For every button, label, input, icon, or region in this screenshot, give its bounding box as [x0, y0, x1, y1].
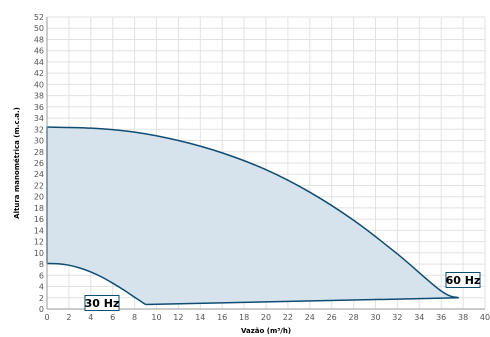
x-tick-label-6: 6 [110, 313, 115, 322]
x-tick-labels: 0 2 4 6 8 10 12 14 16 18 20 22 24 26 28 30 32 34 36 38 40 [44, 313, 490, 322]
x-tick-label-4: 4 [88, 313, 93, 322]
y-tick-label-44: 44 [34, 58, 44, 67]
y-tick-label-16: 16 [34, 215, 44, 224]
y-axis-title: Altura manométrica (m.c.a.) [13, 107, 21, 219]
y-tick-label-34: 34 [34, 114, 44, 123]
label-60hz-text: 60 Hz [446, 274, 481, 287]
y-tick-label-40: 40 [34, 80, 44, 89]
x-tick-label-20: 20 [261, 313, 271, 322]
y-tick-label-26: 26 [34, 159, 44, 168]
operating-area-fill [47, 127, 459, 305]
label-30hz: 30 Hz [84, 295, 120, 311]
label-30hz-text: 30 Hz [85, 297, 120, 310]
y-tick-label-6: 6 [39, 271, 44, 280]
y-tick-label-0: 0 [39, 305, 44, 314]
y-tick-label-36: 36 [34, 103, 44, 112]
x-tick-label-40: 40 [480, 313, 490, 322]
x-tick-label-14: 14 [195, 313, 205, 322]
label-60hz: 60 Hz [445, 272, 481, 288]
x-tick-label-28: 28 [349, 313, 359, 322]
x-tick-label-8: 8 [132, 313, 137, 322]
y-tick-labels: 0246810121416182022242628303234363840424… [34, 13, 44, 314]
y-tick-label-46: 46 [34, 47, 44, 56]
x-tick-label-2: 2 [66, 313, 71, 322]
x-tick-label-10: 10 [151, 313, 161, 322]
series-30hz-line [46, 262, 146, 306]
label-30hz-box [84, 295, 120, 311]
y-tick-label-52: 52 [34, 13, 44, 22]
y-tick-label-8: 8 [39, 260, 44, 269]
y-tick-label-30: 30 [34, 137, 44, 146]
y-tick-label-10: 10 [34, 249, 44, 258]
x-tick-label-34: 34 [414, 313, 424, 322]
y-tick-label-12: 12 [34, 238, 44, 247]
x-tick-label-24: 24 [305, 313, 315, 322]
y-tick-label-14: 14 [34, 226, 44, 235]
series-60hz-line [46, 126, 459, 299]
x-tick-label-32: 32 [392, 313, 402, 322]
x-tick-label-22: 22 [283, 313, 293, 322]
x-tick-label-16: 16 [217, 313, 227, 322]
x-tick-label-18: 18 [239, 313, 249, 322]
y-tick-label-48: 48 [34, 35, 44, 44]
x-axis-title: Vazão (m³/h) [241, 327, 291, 335]
axes [46, 17, 485, 310]
y-tick-label-2: 2 [39, 294, 44, 303]
label-60hz-box [445, 272, 481, 288]
y-tick-label-22: 22 [34, 181, 44, 190]
y-tick-label-42: 42 [34, 69, 44, 78]
y-tick-label-50: 50 [34, 24, 44, 33]
y-tick-label-32: 32 [34, 125, 44, 134]
y-tick-label-24: 24 [34, 170, 44, 179]
min-boundary-line [145, 297, 459, 306]
y-tick-label-4: 4 [39, 283, 44, 292]
x-tick-label-36: 36 [436, 313, 446, 322]
x-tick-label-38: 38 [458, 313, 468, 322]
x-tick-label-0: 0 [44, 313, 49, 322]
y-tick-label-18: 18 [34, 204, 44, 213]
y-tick-label-20: 20 [34, 193, 44, 202]
y-tick-label-28: 28 [34, 148, 44, 157]
x-tick-label-12: 12 [173, 313, 183, 322]
x-tick-label-30: 30 [370, 313, 380, 322]
x-tick-label-26: 26 [327, 313, 337, 322]
y-tick-label-38: 38 [34, 92, 44, 101]
